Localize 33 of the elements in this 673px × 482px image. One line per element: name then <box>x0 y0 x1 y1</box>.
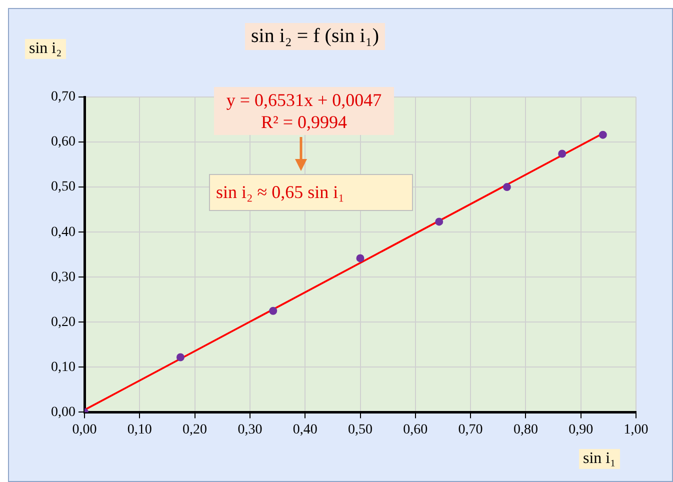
x-tick-label: 0,90 <box>568 422 594 438</box>
x-tick-label: 0,20 <box>182 422 208 438</box>
y-axis-title: sin i₂ <box>25 39 66 59</box>
callout-box: sin i₂ ≈ 0,65 sin i₁ <box>209 174 413 211</box>
y-tick-label: 0,40 <box>51 224 76 240</box>
y-tick-label: 0,60 <box>51 134 76 150</box>
point <box>558 150 566 158</box>
x-tick-label: 0,10 <box>127 422 152 438</box>
x-tick-label: 0,00 <box>72 422 97 438</box>
callout-box: y = 0,6531x + 0,0047 R² = 0,9994 <box>214 87 394 135</box>
y-tick-label: 0,30 <box>51 270 76 285</box>
point <box>435 218 444 226</box>
y-tick-label: 0,10 <box>51 360 76 375</box>
point <box>502 183 511 192</box>
x-tick-label: 1,00 <box>624 422 648 438</box>
x-axis-title: sin i₁ <box>579 449 620 469</box>
chart-title: sin i₂ = f (sin i₁) <box>245 23 385 50</box>
y-tick-label: 0,50 <box>51 180 76 195</box>
y-tick-label: 0,00 <box>51 404 76 420</box>
x-tick-label: 0,30 <box>238 422 262 438</box>
x-tick-label: 0,60 <box>403 422 428 438</box>
point <box>598 130 607 139</box>
annotation: R² = 0,9994 <box>260 111 348 133</box>
point <box>356 254 364 262</box>
x-tick-label: 0,80 <box>513 422 538 438</box>
x-tick-label: 0,70 <box>458 422 483 438</box>
point <box>269 306 278 315</box>
y-tick-label: 0,70 <box>51 90 76 105</box>
x-tick-label: 0,50 <box>348 422 372 438</box>
annotation: y = 0,6531x + 0,0047 <box>225 89 383 111</box>
point <box>176 353 184 362</box>
y-tick-label: 0,20 <box>51 314 76 330</box>
x-tick-label: 0,40 <box>292 422 318 438</box>
